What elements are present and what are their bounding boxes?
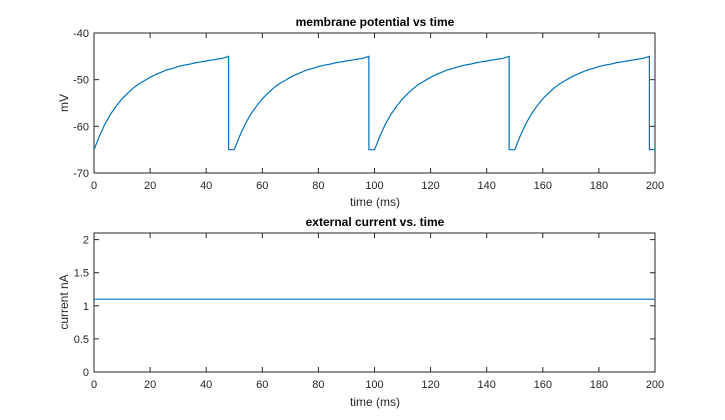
membrane-potential-y-tick-label: -40 bbox=[73, 28, 89, 40]
external-current-ticks: 0 20 40 60 80 100 120 140 160 180 200 0 0.5 1 1.5 2 bbox=[74, 233, 664, 391]
external-current-x-axis-label: time (ms) bbox=[350, 395, 400, 409]
external-current-y-tick-label: 0.5 bbox=[74, 334, 89, 346]
membrane-potential-x-tick-label: 120 bbox=[421, 180, 439, 192]
membrane-potential-subplot: membrane potential vs time 0 20 40 60 80 100 1… bbox=[57, 15, 664, 209]
external-current-x-tick-label: 80 bbox=[312, 379, 324, 391]
external-current-axes bbox=[93, 232, 656, 373]
membrane-potential-x-tick-label: 0 bbox=[91, 180, 97, 192]
external-current-x-tick-label: 160 bbox=[534, 379, 552, 391]
membrane-potential-series-line bbox=[93, 55, 655, 151]
external-current-y-tick-label: 0 bbox=[83, 367, 89, 379]
membrane-potential-y-tick-label: -70 bbox=[73, 168, 89, 180]
membrane-potential-ticks: 0 20 40 60 80 100 120 140 160 180 200 -70 -60 -50 -40 bbox=[73, 28, 664, 192]
membrane-potential-x-axis-label: time (ms) bbox=[350, 195, 400, 209]
external-current-x-tick-label: 140 bbox=[478, 379, 496, 391]
external-current-x-tick-label: 40 bbox=[200, 379, 212, 391]
membrane-potential-x-tick-label: 60 bbox=[256, 180, 268, 192]
external-current-x-tick-label: 200 bbox=[646, 379, 664, 391]
external-current-y-tick-label: 1 bbox=[83, 301, 89, 313]
external-current-x-tick-label: 120 bbox=[421, 379, 439, 391]
membrane-potential-x-tick-label: 80 bbox=[312, 180, 324, 192]
external-current-y-tick-label: 2 bbox=[83, 235, 89, 247]
external-current-x-tick-label: 0 bbox=[91, 379, 97, 391]
external-current-x-tick-label: 20 bbox=[144, 379, 156, 391]
membrane-potential-x-tick-label: 160 bbox=[534, 180, 552, 192]
membrane-potential-x-tick-label: 100 bbox=[365, 180, 383, 192]
membrane-potential-title: membrane potential vs time bbox=[296, 15, 455, 29]
membrane-potential-y-tick-label: -50 bbox=[73, 75, 89, 87]
external-current-y-axis-label: current nA bbox=[57, 274, 71, 329]
external-current-y-tick-label: 1.5 bbox=[74, 268, 89, 280]
external-current-subplot: external current vs. time 0 20 40 60 80 100 12… bbox=[57, 215, 664, 409]
membrane-potential-x-tick-label: 20 bbox=[144, 180, 156, 192]
membrane-potential-x-tick-label: 200 bbox=[646, 180, 664, 192]
external-current-x-tick-label: 100 bbox=[365, 379, 383, 391]
membrane-potential-axes bbox=[93, 32, 656, 174]
external-current-x-tick-label: 60 bbox=[256, 379, 268, 391]
membrane-potential-x-tick-label: 40 bbox=[200, 180, 212, 192]
membrane-potential-x-tick-label: 180 bbox=[590, 180, 608, 192]
external-current-x-tick-label: 180 bbox=[590, 379, 608, 391]
membrane-potential-y-tick-label: -60 bbox=[73, 121, 89, 133]
membrane-potential-y-axis-label: mV bbox=[57, 94, 71, 112]
membrane-potential-x-tick-label: 140 bbox=[478, 180, 496, 192]
membrane-potential-plot-area bbox=[93, 55, 655, 151]
external-current-title: external current vs. time bbox=[306, 215, 445, 229]
